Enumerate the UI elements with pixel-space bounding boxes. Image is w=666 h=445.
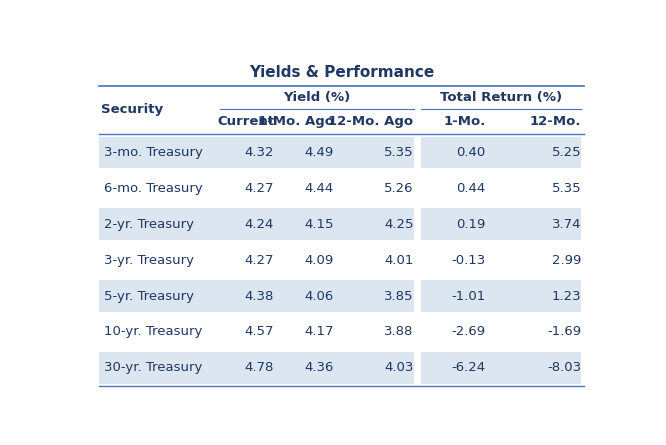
Text: 5.26: 5.26 [384,182,414,195]
Text: -1.01: -1.01 [452,290,486,303]
Text: 2-yr. Treasury: 2-yr. Treasury [104,218,194,231]
Text: Current: Current [217,115,274,129]
Text: 4.27: 4.27 [244,182,274,195]
Text: 0.40: 0.40 [457,146,486,159]
Text: 4.25: 4.25 [384,218,414,231]
Text: 4.15: 4.15 [304,218,334,231]
Text: 10-yr. Treasury: 10-yr. Treasury [104,325,202,339]
Text: 4.03: 4.03 [384,361,414,374]
Text: 4.78: 4.78 [245,361,274,374]
Text: 3.74: 3.74 [552,218,581,231]
Text: 4.24: 4.24 [245,218,274,231]
Text: 3.88: 3.88 [384,325,414,339]
Text: 4.17: 4.17 [304,325,334,339]
Text: Yields & Performance: Yields & Performance [248,65,434,81]
Text: 4.49: 4.49 [304,146,334,159]
Bar [99,280,414,312]
Text: 1-Mo. Ago: 1-Mo. Ago [258,115,334,129]
Text: 4.44: 4.44 [304,182,334,195]
Bar [99,208,414,240]
Text: 4.38: 4.38 [245,290,274,303]
Text: 4.32: 4.32 [244,146,274,159]
Text: 5.25: 5.25 [551,146,581,159]
Bar [422,208,581,240]
Bar [422,137,581,168]
Text: 3-mo. Treasury: 3-mo. Treasury [104,146,202,159]
Text: 5.35: 5.35 [551,182,581,195]
Text: 3-yr. Treasury: 3-yr. Treasury [104,254,194,267]
Bar [422,352,581,384]
Text: 1.23: 1.23 [551,290,581,303]
Text: 12-Mo.: 12-Mo. [530,115,581,129]
Text: 4.01: 4.01 [384,254,414,267]
Text: -1.69: -1.69 [547,325,581,339]
Text: Yield (%): Yield (%) [283,91,350,104]
Bar [99,352,414,384]
Text: 4.06: 4.06 [304,290,334,303]
Text: 2.99: 2.99 [552,254,581,267]
Text: 0.44: 0.44 [457,182,486,195]
Text: 4.57: 4.57 [244,325,274,339]
Text: -2.69: -2.69 [452,325,486,339]
Text: 4.27: 4.27 [244,254,274,267]
Text: 1-Mo.: 1-Mo. [444,115,486,129]
Text: 5-yr. Treasury: 5-yr. Treasury [104,290,194,303]
Text: 5.35: 5.35 [384,146,414,159]
Text: 12-Mo. Ago: 12-Mo. Ago [328,115,414,129]
Text: -8.03: -8.03 [547,361,581,374]
Text: 3.85: 3.85 [384,290,414,303]
Text: 6-mo. Treasury: 6-mo. Treasury [104,182,202,195]
Text: 30-yr. Treasury: 30-yr. Treasury [104,361,202,374]
Text: 4.09: 4.09 [304,254,334,267]
Text: Security: Security [101,103,163,116]
Text: 0.19: 0.19 [456,218,486,231]
Text: Total Return (%): Total Return (%) [440,91,562,104]
Bar [422,280,581,312]
Text: -6.24: -6.24 [452,361,486,374]
Text: 4.36: 4.36 [304,361,334,374]
Bar [99,137,414,168]
Text: -0.13: -0.13 [452,254,486,267]
